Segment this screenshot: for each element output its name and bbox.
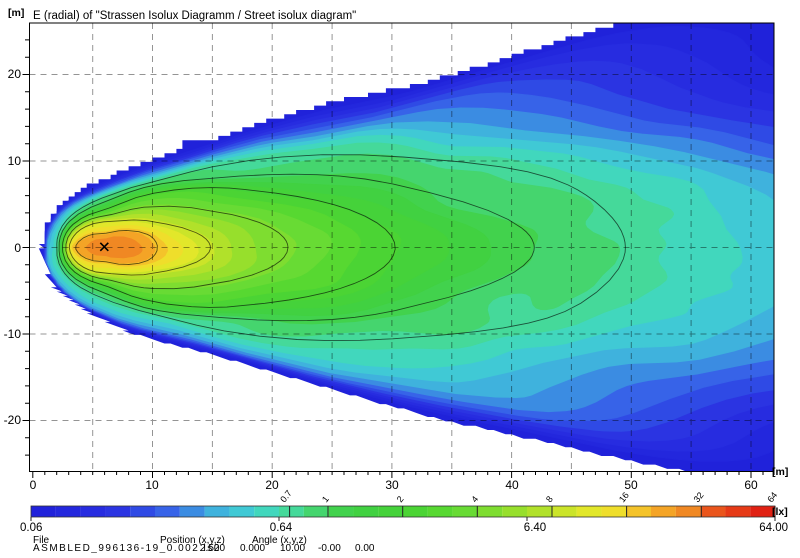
svg-text:0.64: 0.64 xyxy=(270,522,293,534)
svg-text:50: 50 xyxy=(624,478,638,492)
svg-text:Angle (x,y,z): Angle (x,y,z) xyxy=(252,535,307,546)
svg-text:40: 40 xyxy=(505,478,519,492)
svg-text:-10: -10 xyxy=(4,327,22,341)
svg-text:4: 4 xyxy=(469,494,480,504)
svg-text:0.06: 0.06 xyxy=(20,522,42,534)
svg-text:[lx]: [lx] xyxy=(772,506,788,518)
svg-text:32: 32 xyxy=(692,490,706,504)
svg-text:E (radial) of "Strassen Isolux: E (radial) of "Strassen Isolux Diagramm … xyxy=(33,10,356,22)
svg-text:-20: -20 xyxy=(4,413,22,427)
svg-text:[m]: [m] xyxy=(8,7,24,19)
svg-text:0.00: 0.00 xyxy=(355,543,375,553)
svg-text:20: 20 xyxy=(265,478,279,492)
svg-text:ASMBLED_996136-19_0.002.ls2: ASMBLED_996136-19_0.002.ls2 xyxy=(33,543,221,553)
svg-text:10: 10 xyxy=(8,154,22,168)
svg-text:30: 30 xyxy=(385,478,399,492)
svg-text:20: 20 xyxy=(8,67,22,81)
svg-text:0: 0 xyxy=(14,241,21,255)
svg-text:0.000: 0.000 xyxy=(240,543,265,553)
svg-text:16: 16 xyxy=(617,490,631,504)
svg-text:0: 0 xyxy=(30,478,37,492)
svg-text:Position (x,y,z): Position (x,y,z) xyxy=(160,535,225,546)
svg-text:8: 8 xyxy=(544,494,555,504)
svg-text:1: 1 xyxy=(320,494,331,504)
svg-text:10: 10 xyxy=(145,478,159,492)
svg-text:-0.00: -0.00 xyxy=(318,543,341,553)
svg-text:2.500: 2.500 xyxy=(200,543,225,553)
svg-text:File: File xyxy=(33,535,50,546)
svg-text:10.00: 10.00 xyxy=(280,543,305,553)
svg-text:[m]: [m] xyxy=(772,466,788,478)
svg-text:6.40: 6.40 xyxy=(524,522,546,534)
svg-text:64: 64 xyxy=(765,490,779,504)
svg-text:60: 60 xyxy=(744,478,758,492)
svg-text:2: 2 xyxy=(395,494,406,504)
svg-text:64.00: 64.00 xyxy=(759,522,788,534)
